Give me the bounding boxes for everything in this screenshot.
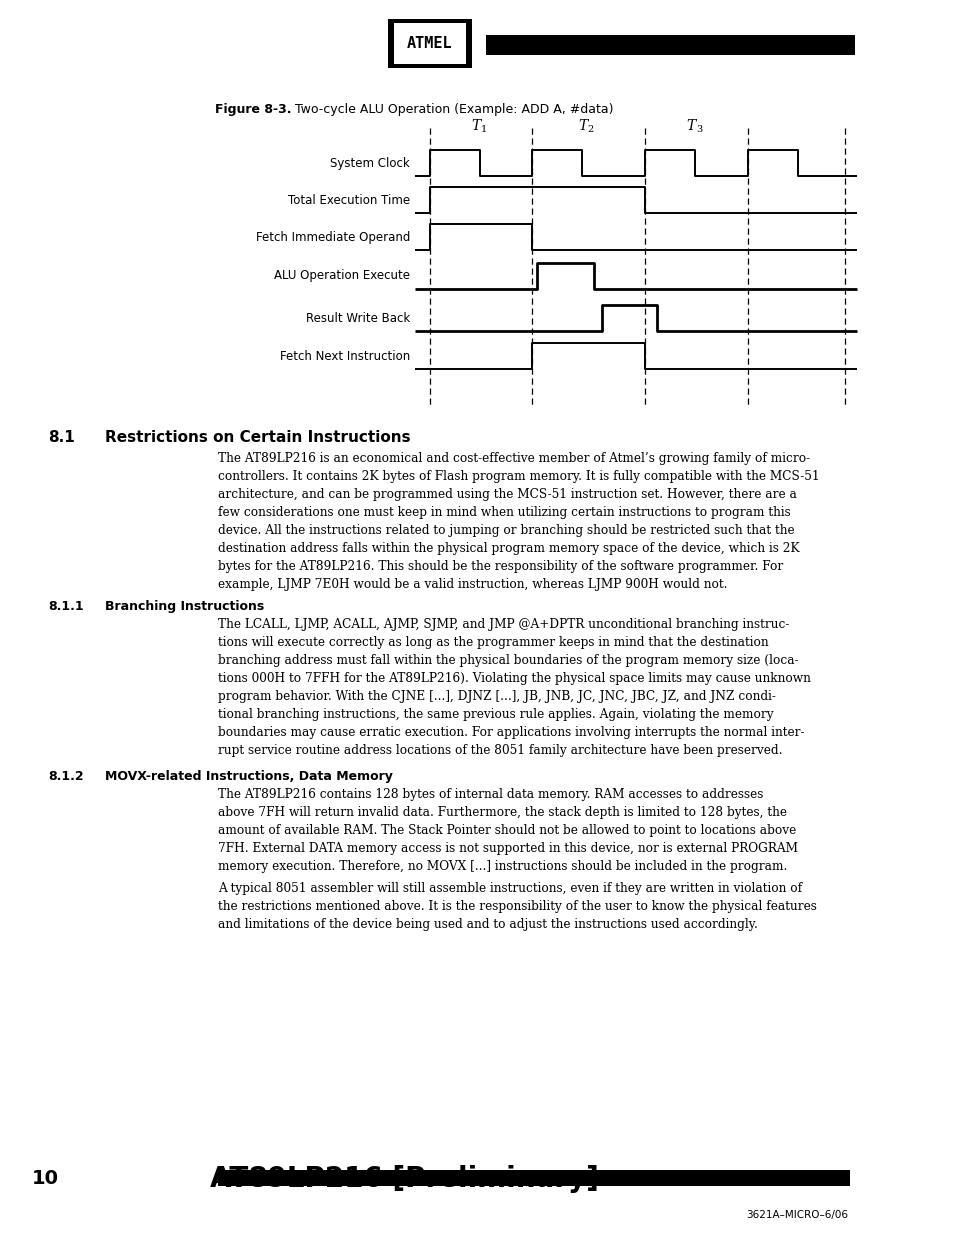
Text: 10: 10 xyxy=(32,1170,59,1188)
Text: MOVX-related Instructions, Data Memory: MOVX-related Instructions, Data Memory xyxy=(105,769,393,783)
Text: 3621A–MICRO–6/06: 3621A–MICRO–6/06 xyxy=(745,1210,847,1220)
Text: ATMEL: ATMEL xyxy=(407,36,453,51)
Text: 8.1.2: 8.1.2 xyxy=(48,769,84,783)
Text: 8.1: 8.1 xyxy=(48,430,74,445)
Text: T: T xyxy=(471,119,480,133)
Text: T: T xyxy=(685,119,695,133)
Text: Fetch Next Instruction: Fetch Next Instruction xyxy=(279,350,410,363)
Text: Restrictions on Certain Instructions: Restrictions on Certain Instructions xyxy=(105,430,410,445)
Text: Result Write Back: Result Write Back xyxy=(305,311,410,325)
Bar xyxy=(394,23,465,64)
Text: Branching Instructions: Branching Instructions xyxy=(105,600,264,613)
Bar xyxy=(218,1170,849,1186)
Text: AT89LP216 [Preliminary]: AT89LP216 [Preliminary] xyxy=(210,1165,598,1193)
Text: A typical 8051 assembler will still assemble instructions, even if they are writ: A typical 8051 assembler will still asse… xyxy=(218,882,816,931)
Text: 8.1.1: 8.1.1 xyxy=(48,600,84,613)
Text: Total Execution Time: Total Execution Time xyxy=(288,194,410,206)
Polygon shape xyxy=(388,19,472,68)
Text: The AT89LP216 is an economical and cost-effective member of Atmel’s growing fami: The AT89LP216 is an economical and cost-… xyxy=(218,452,819,592)
Text: System Clock: System Clock xyxy=(330,157,410,169)
Text: Figure 8-3.: Figure 8-3. xyxy=(214,103,295,116)
Bar xyxy=(485,35,854,56)
Text: 3: 3 xyxy=(695,126,701,135)
Text: 2: 2 xyxy=(587,126,594,135)
Text: 1: 1 xyxy=(480,126,487,135)
Text: T: T xyxy=(578,119,587,133)
Text: Two-cycle ALU Operation (Example: ADD A, #data): Two-cycle ALU Operation (Example: ADD A,… xyxy=(294,103,613,116)
Text: The AT89LP216 contains 128 bytes of internal data memory. RAM accesses to addres: The AT89LP216 contains 128 bytes of inte… xyxy=(218,788,797,873)
Text: ALU Operation Execute: ALU Operation Execute xyxy=(274,269,410,283)
Text: Fetch Immediate Operand: Fetch Immediate Operand xyxy=(255,231,410,243)
Text: The LCALL, LJMP, ACALL, AJMP, SJMP, and JMP @A+DPTR unconditional branching inst: The LCALL, LJMP, ACALL, AJMP, SJMP, and … xyxy=(218,618,810,757)
